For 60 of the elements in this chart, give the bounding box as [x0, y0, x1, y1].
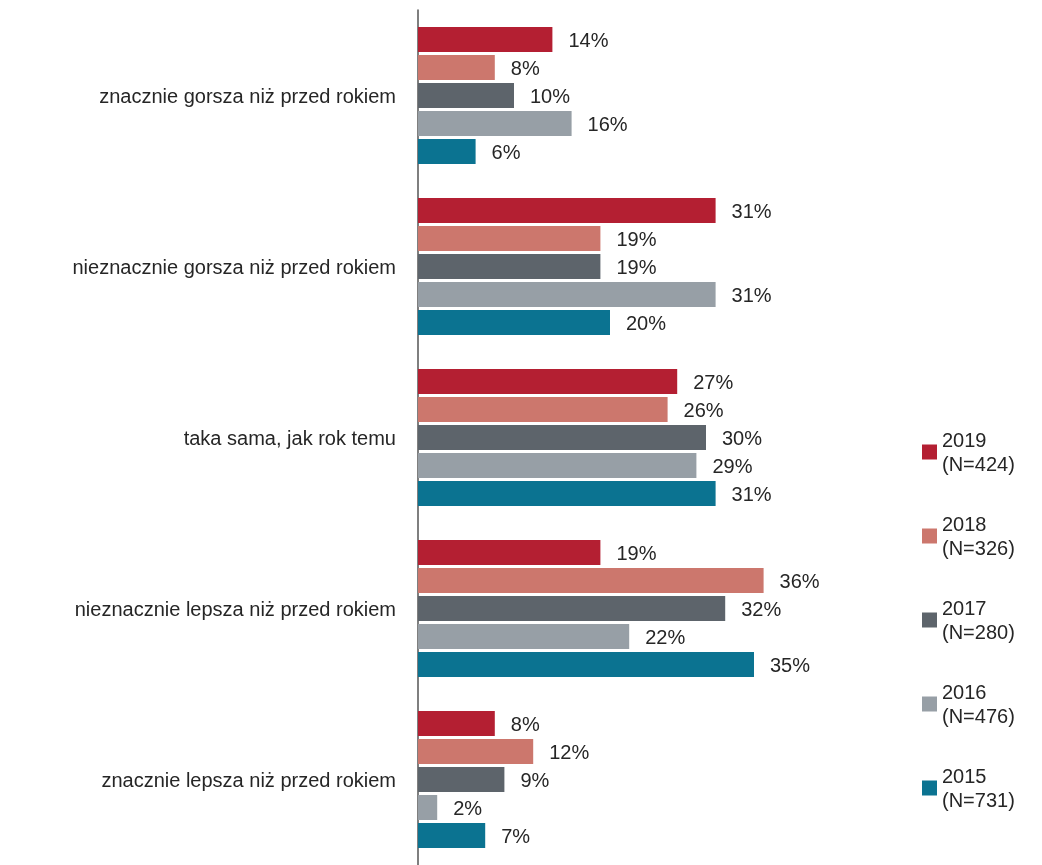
legend-label: 2017 (N=280) [942, 597, 1015, 643]
bar [418, 739, 534, 764]
bar [418, 139, 476, 164]
data-label: 14% [568, 28, 609, 51]
bar [418, 624, 630, 649]
y-tick-label: nieznacznie gorsza niż przed rokiem [72, 255, 396, 278]
y-tick-label: nieznacznie lepsza niż przed rokiem [74, 597, 396, 620]
data-label: 31% [731, 283, 772, 306]
data-label: 36% [779, 569, 820, 592]
bar [418, 55, 495, 80]
data-label: 32% [741, 597, 782, 620]
data-label: 12% [549, 740, 590, 763]
data-label: 22% [645, 625, 686, 648]
bar [418, 282, 716, 307]
data-label: 2% [453, 796, 483, 819]
y-tick-label: znacznie lepsza niż przed rokiem [101, 768, 396, 791]
bar [418, 568, 764, 593]
legend-label: 2016 (N=476) [942, 681, 1015, 727]
data-label: 7% [501, 824, 531, 847]
bar [418, 596, 726, 621]
bar [418, 111, 572, 136]
bar [418, 310, 610, 335]
data-label: 16% [587, 112, 628, 135]
bar [418, 369, 678, 394]
bar [418, 652, 754, 677]
y-tick-label: taka sama, jak rok temu [183, 426, 396, 449]
legend-label: 2018 (N=326) [942, 513, 1015, 559]
data-label: 8% [510, 712, 540, 735]
y-tick-label: znacznie gorsza niż przed rokiem [99, 84, 396, 107]
bar [418, 254, 601, 279]
bar [418, 83, 514, 108]
data-label: 20% [626, 311, 667, 334]
data-label: 27% [693, 370, 734, 393]
data-label: 9% [520, 768, 550, 791]
data-label: 31% [731, 199, 772, 222]
data-label: 19% [616, 227, 657, 250]
bar [418, 27, 553, 52]
bar [418, 226, 601, 251]
bar [418, 540, 601, 565]
data-label: 19% [616, 541, 657, 564]
bar [418, 711, 495, 736]
data-label: 19% [616, 255, 657, 278]
bar [418, 767, 505, 792]
data-label: 6% [491, 140, 521, 163]
bar [418, 795, 438, 820]
data-label: 26% [683, 398, 724, 421]
bar [418, 453, 697, 478]
data-label: 8% [510, 56, 540, 79]
data-label: 10% [530, 84, 571, 107]
bar [418, 481, 716, 506]
bar [418, 198, 716, 223]
data-label: 31% [731, 482, 772, 505]
legend-label: 2015 (N=731) [942, 765, 1015, 811]
data-label: 29% [712, 454, 753, 477]
legend-label: 2019 (N=424) [942, 429, 1015, 475]
data-label: 35% [770, 653, 811, 676]
bar [418, 823, 486, 848]
bar [418, 425, 706, 450]
bar [418, 397, 668, 422]
data-label: 30% [722, 426, 763, 449]
